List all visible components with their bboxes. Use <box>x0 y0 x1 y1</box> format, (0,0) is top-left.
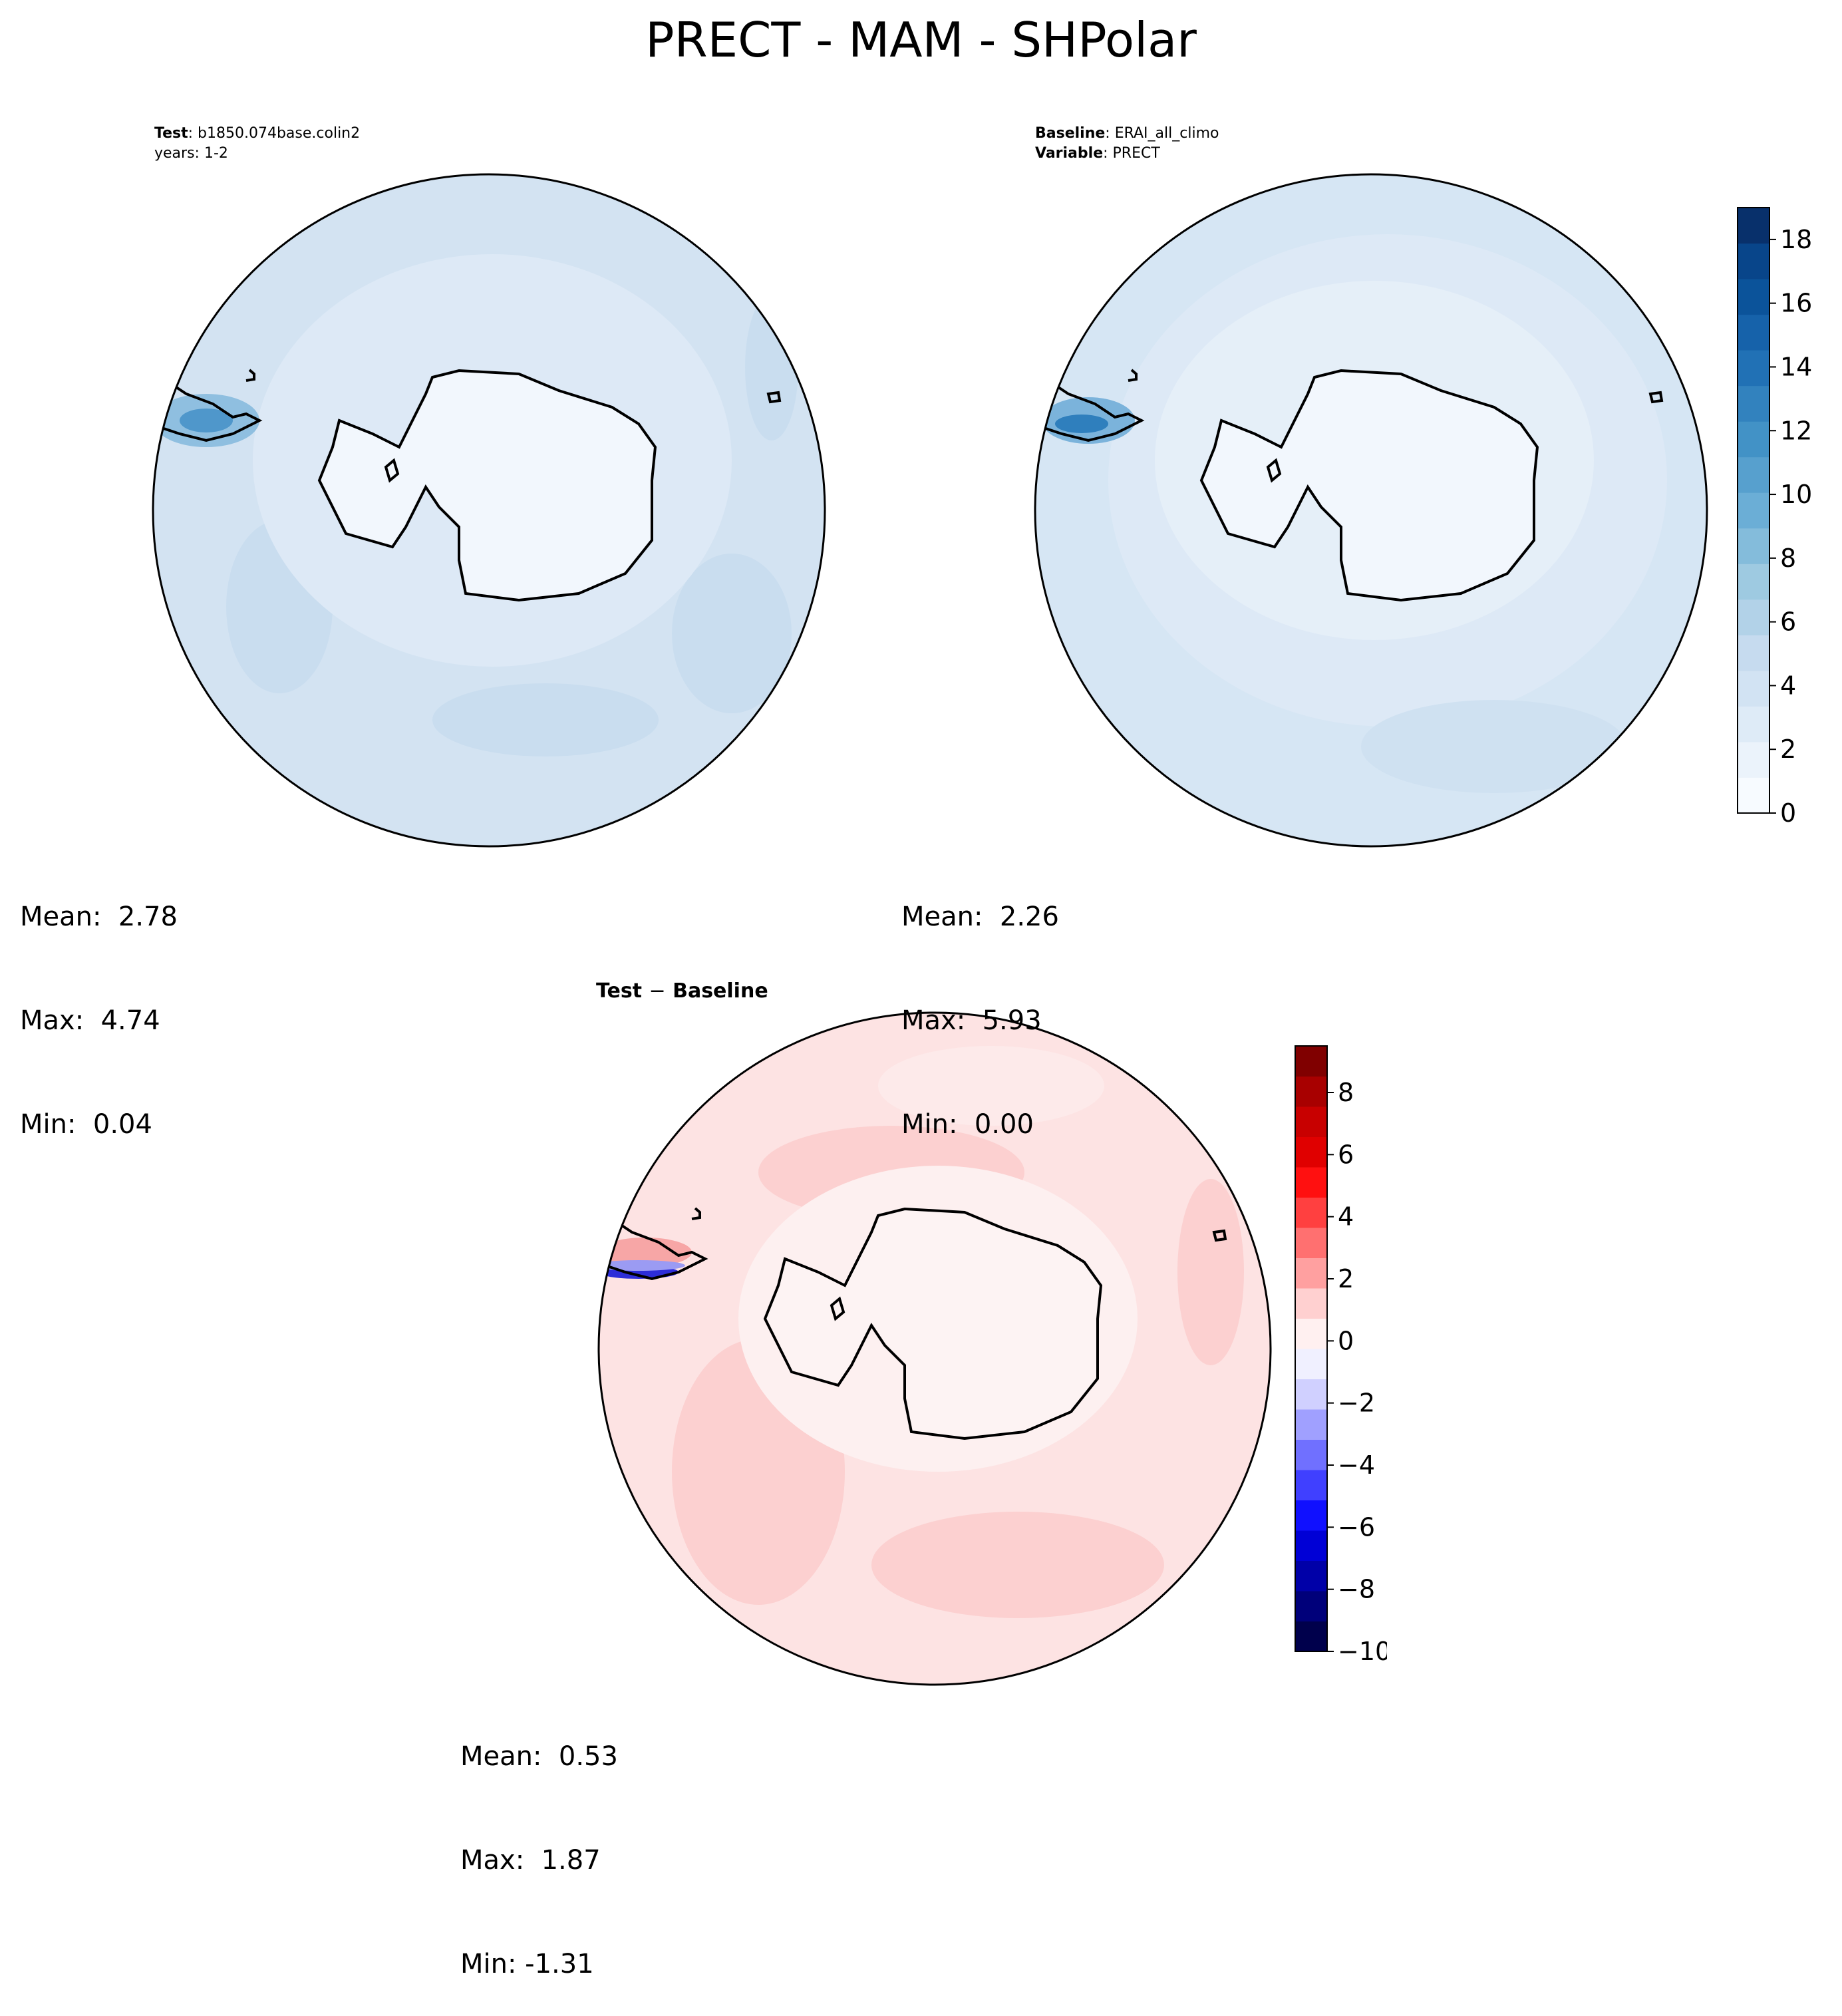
colorbar-difference-swatch <box>1295 1318 1327 1349</box>
colorbar-precip-swatch <box>1738 385 1769 422</box>
diff-map <box>597 1011 1272 1686</box>
colorbar-precip-tick-label: 18 <box>1780 225 1812 254</box>
diff-south-america-coast <box>599 1217 708 1281</box>
variable-label-value: PRECT <box>1112 145 1160 162</box>
colorbar-difference-swatch <box>1295 1258 1327 1289</box>
test-stat-mean: Mean: 2.78 <box>20 902 178 932</box>
colorbar-precip-frame <box>1737 207 1770 814</box>
colorbar-difference-frame <box>1295 1045 1328 1652</box>
colorbar-difference-swatch <box>1295 1439 1327 1470</box>
baseline-stat-min: Min: 0.00 <box>901 1109 1034 1140</box>
diff-title-right: Baseline <box>673 979 768 1003</box>
test-header: Test: b1850.074base.colin2 years: 1-2 <box>154 124 360 164</box>
colorbar-precip-tick-label: 6 <box>1780 607 1796 637</box>
colorbar-difference-swatch <box>1295 1409 1327 1440</box>
colorbar-precip-swatch <box>1738 777 1769 814</box>
baseline-stat-max: Max: 5.93 <box>901 1005 1042 1036</box>
variable-label-key: Variable <box>1035 145 1104 162</box>
colorbar-difference-tick-label: 6 <box>1338 1140 1354 1169</box>
colorbar-difference-swatch <box>1295 1136 1327 1168</box>
colorbar-precip-swatch <box>1738 421 1769 458</box>
colorbar-difference-tick-label: 8 <box>1338 1078 1354 1107</box>
colorbar-precip-tick-label: 0 <box>1780 798 1796 825</box>
colorbar-precip-tick-label: 14 <box>1780 352 1812 381</box>
diff-title: Test − Baseline <box>596 979 768 1003</box>
diff-map-frame <box>597 1011 1272 1686</box>
baseline-stats: Mean: 2.26 Max: 5.93 Min: 0.00 <box>901 830 1059 1176</box>
colorbar-difference-swatch <box>1295 1470 1327 1500</box>
baseline-antarctica-coast <box>1199 369 1539 602</box>
test-stats: Mean: 2.78 Max: 4.74 Min: 0.04 <box>20 830 178 1176</box>
colorbar-precip-tick-label: 12 <box>1780 416 1812 445</box>
colorbar-precip-tick-label: 10 <box>1780 480 1812 509</box>
colorbar-difference-swatch <box>1295 1530 1327 1561</box>
colorbar-difference-swatch <box>1295 1076 1327 1107</box>
colorbar-difference-swatch <box>1295 1349 1327 1379</box>
colorbar-precip-tick-label: 8 <box>1780 544 1796 573</box>
diff-antarctica-coast <box>763 1207 1103 1440</box>
diff-title-op: − <box>649 979 666 1003</box>
colorbar-difference-swatch <box>1295 1500 1327 1531</box>
colorbar-difference-tick-label: −6 <box>1338 1512 1375 1542</box>
colorbar-difference-tick-label: −4 <box>1338 1450 1375 1480</box>
colorbar-difference-tick-label: 4 <box>1338 1202 1354 1232</box>
colorbar-difference-swatch <box>1295 1228 1327 1258</box>
colorbar-precip-swatch <box>1738 350 1769 387</box>
colorbar-difference-swatch <box>1295 1591 1327 1621</box>
colorbar-precip-tick-label: 16 <box>1780 289 1812 318</box>
colorbar-precip-swatch <box>1738 208 1769 244</box>
colorbar-difference-swatch <box>1295 1288 1327 1319</box>
baseline-label-value: ERAI_all_climo <box>1114 125 1219 142</box>
colorbar-precip-tick-label: 4 <box>1780 671 1796 700</box>
baseline-south-america-coast <box>1035 379 1145 442</box>
diff-stat-min: Min: -1.31 <box>460 1949 594 1979</box>
test-label-value: b1850.074base.colin2 <box>198 125 361 142</box>
baseline-map-frame <box>1034 173 1708 848</box>
page-title: PRECT - MAM - SHPolar <box>645 12 1197 68</box>
colorbar-precip-swatch <box>1738 599 1769 635</box>
colorbar-precip-swatch <box>1738 243 1769 279</box>
baseline-map <box>1034 173 1708 848</box>
colorbar-difference-swatch <box>1295 1560 1327 1592</box>
diff-stat-mean: Mean: 0.53 <box>460 1741 618 1772</box>
diff-title-left: Test <box>596 979 643 1003</box>
baseline-stat-mean: Mean: 2.26 <box>901 902 1059 932</box>
colorbar-precip-swatch <box>1738 564 1769 600</box>
test-map <box>152 173 826 848</box>
diff-stats: Mean: 0.53 Max: 1.87 Min: -1.31 <box>460 1670 618 2016</box>
colorbar-difference-swatch <box>1295 1106 1327 1137</box>
colorbar-difference-swatch <box>1295 1621 1327 1652</box>
colorbar-precip-swatch <box>1738 456 1769 493</box>
colorbar-difference-swatch <box>1295 1379 1327 1410</box>
colorbar-precip-swatch <box>1738 741 1769 778</box>
colorbar-precip: 0 2 4 6 8 10 12 14 16 18 <box>1737 207 1812 825</box>
test-label-key: Test <box>154 125 188 142</box>
test-stat-min: Min: 0.04 <box>20 1109 152 1140</box>
colorbar-precip-swatch <box>1738 670 1769 707</box>
test-antarctica-coast <box>317 369 657 602</box>
colorbar-precip-tick-label: 2 <box>1780 735 1796 764</box>
colorbar-precip-swatch <box>1738 492 1769 529</box>
colorbar-difference-swatch <box>1295 1197 1327 1228</box>
colorbar-difference-tick-label: −2 <box>1338 1389 1375 1418</box>
test-years: years: 1-2 <box>154 145 228 162</box>
diff-stat-max: Max: 1.87 <box>460 1845 601 1876</box>
colorbar-difference-tick-label: 2 <box>1338 1264 1354 1293</box>
colorbar-difference-tick-label: 0 <box>1338 1326 1354 1355</box>
test-south-america-coast <box>153 379 263 442</box>
test-map-frame <box>152 173 826 848</box>
colorbar-precip-swatch <box>1738 314 1769 351</box>
baseline-header: Baseline: ERAI_all_climo Variable: PRECT <box>1035 125 1219 162</box>
colorbar-difference: −10 −8 −6 −4 −2 0 2 4 6 8 <box>1295 1045 1387 1663</box>
colorbar-precip-swatch <box>1738 706 1769 743</box>
colorbar-precip-swatch <box>1738 279 1769 315</box>
colorbar-precip-swatch <box>1738 635 1769 671</box>
colorbar-difference-tick-label: −10 <box>1338 1637 1387 1663</box>
colorbar-difference-swatch <box>1295 1167 1327 1198</box>
colorbar-difference-swatch <box>1295 1046 1327 1077</box>
colorbar-precip-swatch <box>1738 528 1769 564</box>
baseline-label-key: Baseline <box>1035 125 1106 142</box>
colorbar-difference-tick-label: −8 <box>1338 1575 1375 1604</box>
test-stat-max: Max: 4.74 <box>20 1005 160 1036</box>
